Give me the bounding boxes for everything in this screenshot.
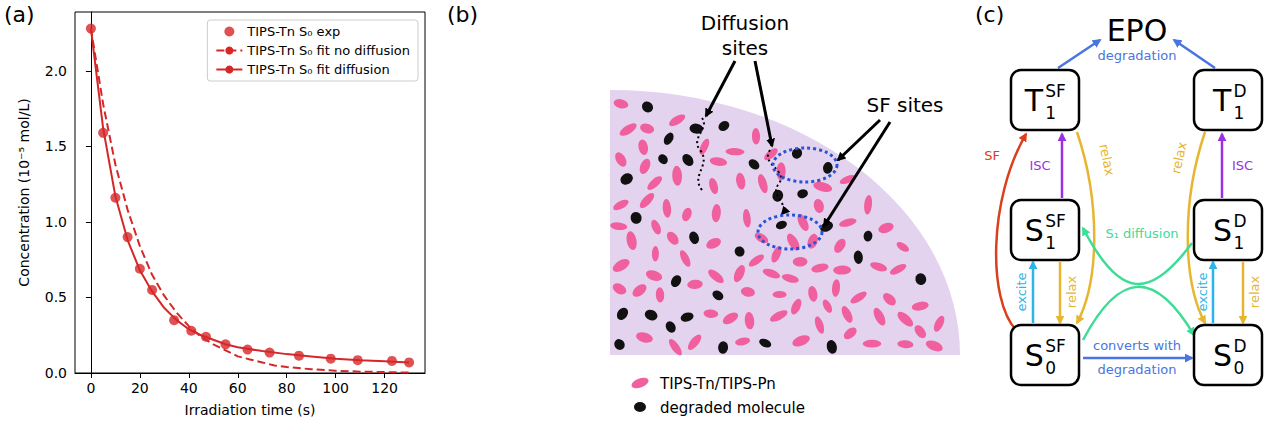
svg-text:(a): (a) bbox=[4, 2, 35, 27]
svg-text:TIPS-Tn S₀ fit no diffusion: TIPS-Tn S₀ fit no diffusion bbox=[246, 43, 410, 58]
svg-text:0: 0 bbox=[86, 380, 95, 396]
svg-text:80: 80 bbox=[278, 380, 296, 396]
svg-text:1: 1 bbox=[1233, 233, 1244, 253]
svg-text:excite: excite bbox=[1195, 272, 1210, 311]
svg-text:0.5: 0.5 bbox=[45, 289, 67, 305]
svg-text:degradation: degradation bbox=[1098, 362, 1177, 377]
svg-text:1: 1 bbox=[1045, 233, 1056, 253]
svg-text:0.0: 0.0 bbox=[45, 365, 67, 381]
svg-text:S: S bbox=[1213, 338, 1232, 373]
svg-text:1.0: 1.0 bbox=[45, 214, 67, 230]
svg-text:60: 60 bbox=[229, 380, 247, 396]
svg-text:(c): (c) bbox=[975, 2, 1004, 27]
svg-text:1: 1 bbox=[1233, 103, 1244, 123]
svg-text:S: S bbox=[1025, 213, 1044, 248]
svg-text:S: S bbox=[1025, 338, 1044, 373]
svg-text:D: D bbox=[1233, 81, 1246, 101]
svg-text:20: 20 bbox=[131, 380, 149, 396]
svg-text:SF: SF bbox=[1045, 81, 1066, 101]
svg-text:SF: SF bbox=[1045, 211, 1066, 231]
svg-text:D: D bbox=[1233, 211, 1246, 231]
svg-text:converts with: converts with bbox=[1093, 338, 1181, 353]
svg-text:SF sites: SF sites bbox=[866, 93, 943, 117]
svg-text:ISC: ISC bbox=[1029, 158, 1050, 173]
svg-text:degraded molecule: degraded molecule bbox=[660, 399, 805, 417]
svg-text:TIPS-Tn/TIPS-Pn: TIPS-Tn/TIPS-Pn bbox=[659, 375, 776, 393]
svg-text:T: T bbox=[1024, 83, 1044, 118]
svg-text:T: T bbox=[1212, 83, 1232, 118]
svg-text:relax: relax bbox=[1064, 276, 1079, 309]
svg-text:TIPS-Tn S₀ exp: TIPS-Tn S₀ exp bbox=[246, 24, 340, 39]
svg-text:TIPS-Tn S₀ fit diffusion: TIPS-Tn S₀ fit diffusion bbox=[246, 62, 389, 77]
svg-text:S: S bbox=[1213, 213, 1232, 248]
svg-text:SF: SF bbox=[1045, 336, 1066, 356]
svg-text:Concentration (10⁻⁵ mol/L): Concentration (10⁻⁵ mol/L) bbox=[16, 98, 32, 286]
svg-text:relax: relax bbox=[1096, 142, 1117, 177]
svg-text:0: 0 bbox=[1233, 358, 1244, 378]
svg-text:D: D bbox=[1233, 336, 1246, 356]
svg-text:S₁ diffusion: S₁ diffusion bbox=[1105, 226, 1178, 241]
svg-text:Irradiation time (s): Irradiation time (s) bbox=[185, 402, 316, 418]
svg-text:2.0: 2.0 bbox=[45, 63, 67, 79]
svg-text:relax: relax bbox=[1168, 140, 1189, 175]
svg-text:degradation: degradation bbox=[1098, 48, 1177, 63]
svg-text:120: 120 bbox=[371, 380, 398, 396]
svg-text:sites: sites bbox=[722, 36, 769, 60]
svg-text:(b): (b) bbox=[447, 2, 478, 27]
svg-text:1: 1 bbox=[1045, 103, 1056, 123]
svg-text:ISC: ISC bbox=[1232, 158, 1253, 173]
svg-text:0: 0 bbox=[1045, 358, 1056, 378]
svg-text:EPO: EPO bbox=[1107, 13, 1168, 48]
svg-text:SF: SF bbox=[984, 148, 1000, 163]
svg-text:relax: relax bbox=[1247, 276, 1262, 309]
svg-text:Diffusion: Diffusion bbox=[701, 11, 789, 35]
svg-text:1.5: 1.5 bbox=[45, 138, 67, 154]
svg-text:100: 100 bbox=[322, 380, 349, 396]
svg-text:excite: excite bbox=[1014, 272, 1029, 311]
svg-text:40: 40 bbox=[180, 380, 198, 396]
